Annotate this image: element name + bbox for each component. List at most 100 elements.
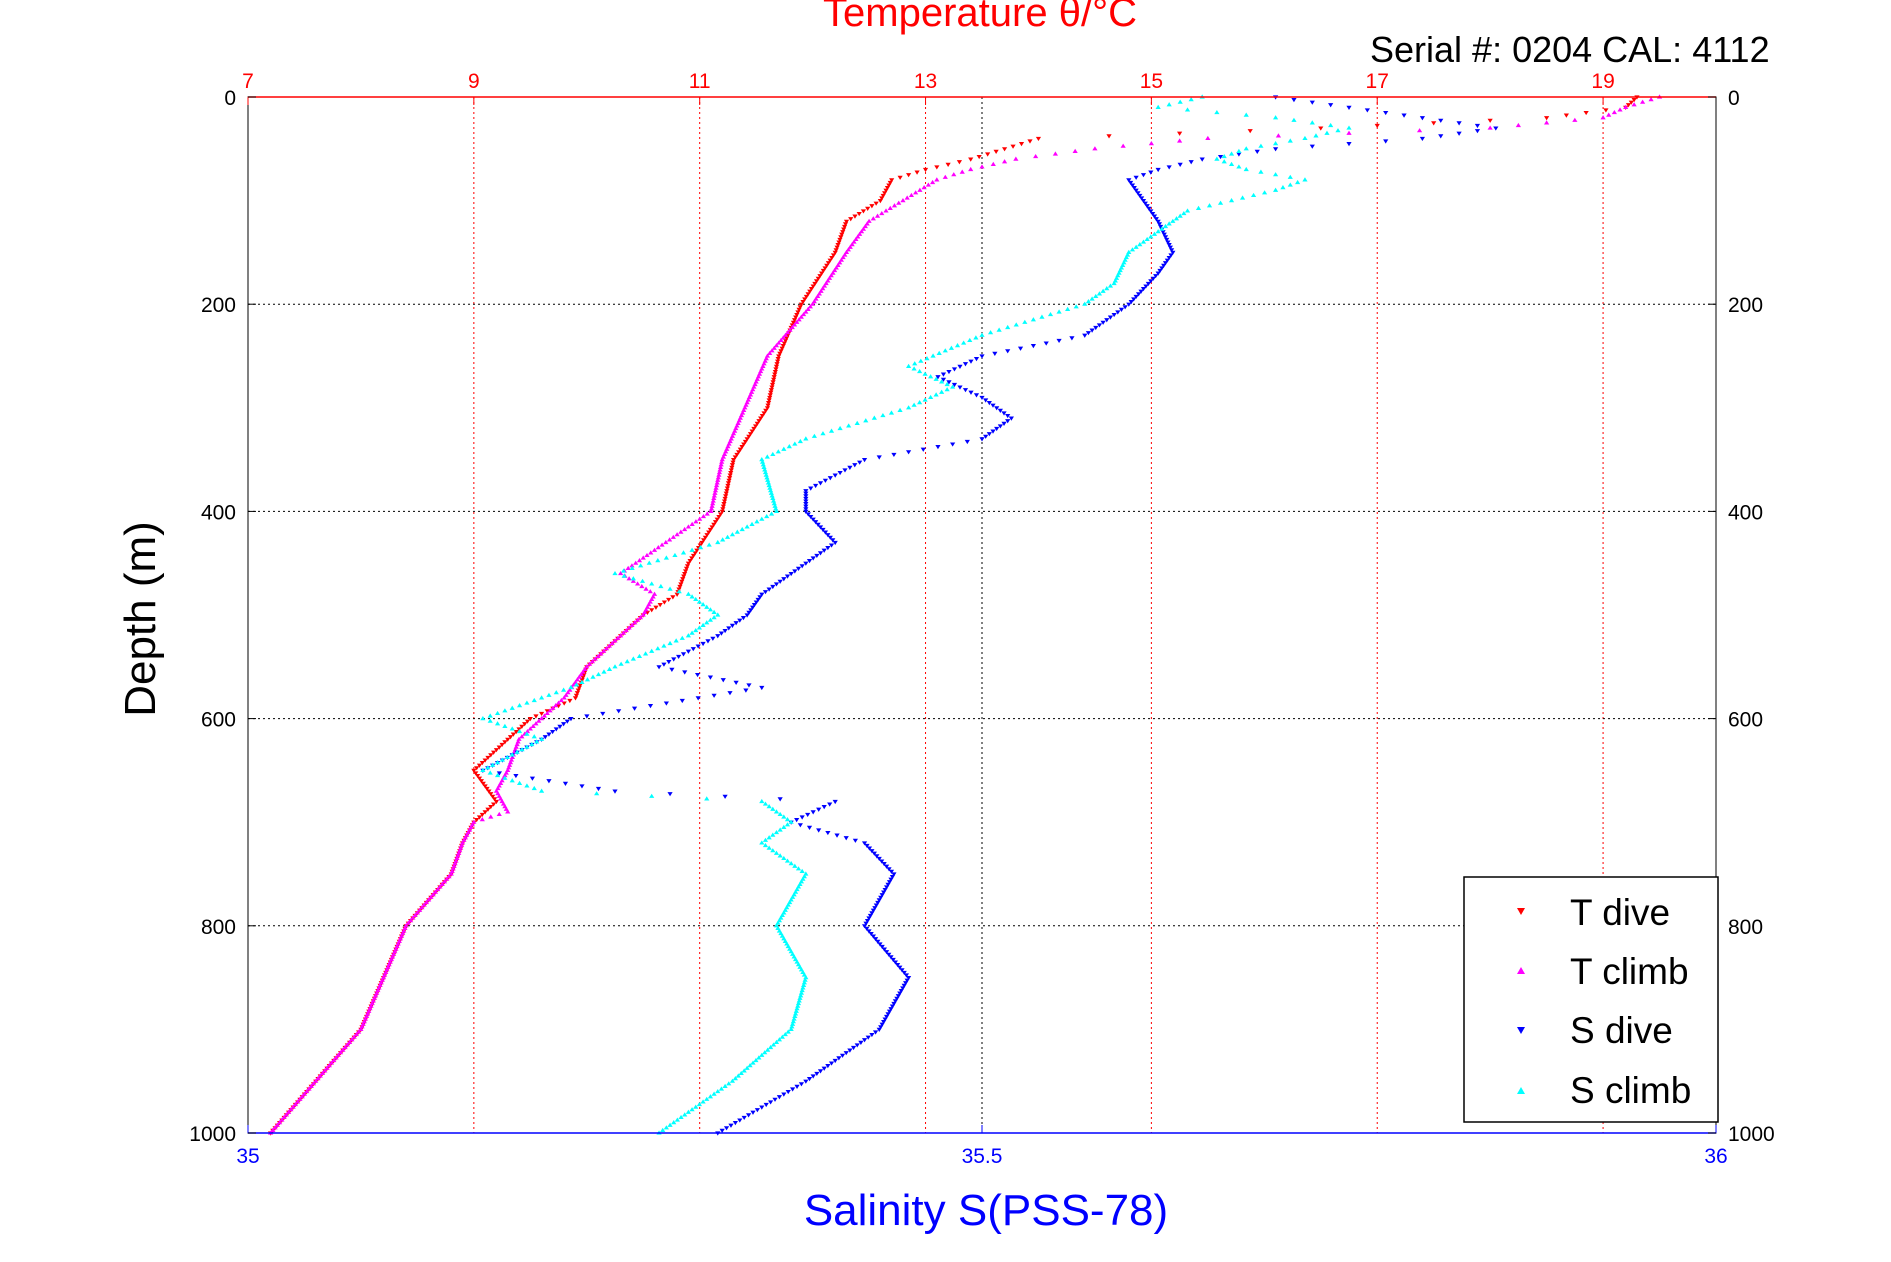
data-point bbox=[615, 635, 621, 640]
data-point bbox=[704, 1096, 710, 1101]
data-point bbox=[454, 855, 460, 861]
data-point bbox=[790, 1021, 796, 1026]
data-point bbox=[837, 470, 843, 476]
data-point bbox=[935, 375, 941, 380]
data-point bbox=[842, 468, 848, 473]
data-point bbox=[717, 512, 724, 517]
data-point bbox=[1138, 289, 1144, 294]
data-point bbox=[851, 239, 857, 244]
data-point bbox=[720, 678, 726, 683]
data-point bbox=[985, 152, 991, 157]
data-point bbox=[883, 1014, 890, 1020]
data-point bbox=[1544, 120, 1550, 125]
data-point bbox=[1144, 204, 1150, 209]
data-point bbox=[749, 429, 755, 434]
data-point bbox=[751, 603, 758, 608]
data-point bbox=[719, 457, 725, 462]
data-point bbox=[322, 1068, 328, 1073]
data-point bbox=[1118, 307, 1125, 312]
data-point bbox=[660, 1127, 666, 1133]
data-point bbox=[661, 643, 667, 648]
data-point bbox=[873, 201, 879, 206]
data-point bbox=[711, 1091, 717, 1096]
data-point bbox=[1214, 156, 1220, 161]
data-point bbox=[349, 1037, 355, 1042]
data-point bbox=[747, 432, 754, 437]
data-point bbox=[1166, 221, 1172, 226]
data-point bbox=[1030, 344, 1036, 349]
data-point bbox=[584, 664, 590, 669]
data-point bbox=[940, 377, 947, 382]
data-point bbox=[1056, 338, 1062, 344]
data-point bbox=[502, 775, 508, 780]
temp-tick-label: 7 bbox=[242, 70, 254, 93]
data-point bbox=[342, 1044, 348, 1050]
data-point bbox=[732, 1121, 738, 1126]
data-point bbox=[715, 1088, 721, 1094]
data-point bbox=[550, 705, 556, 710]
data-point bbox=[758, 416, 764, 421]
data-point bbox=[1128, 180, 1134, 186]
data-point bbox=[439, 881, 445, 886]
data-point bbox=[867, 913, 874, 919]
data-point bbox=[946, 380, 952, 385]
data-point bbox=[869, 1032, 875, 1038]
data-point bbox=[598, 651, 604, 656]
data-point bbox=[1247, 129, 1253, 134]
data-point bbox=[725, 483, 731, 489]
data-point bbox=[651, 547, 658, 552]
data-point bbox=[773, 506, 779, 511]
data-point bbox=[565, 690, 571, 695]
data-point bbox=[457, 848, 463, 853]
data-point bbox=[722, 1083, 728, 1088]
data-point bbox=[795, 310, 801, 315]
data-point bbox=[917, 187, 923, 192]
data-point bbox=[1515, 122, 1521, 128]
data-point bbox=[644, 610, 651, 616]
data-point bbox=[491, 750, 497, 755]
data-point bbox=[1487, 125, 1493, 130]
data-point bbox=[761, 464, 767, 469]
data-point bbox=[906, 450, 912, 455]
data-point bbox=[825, 546, 831, 551]
data-point bbox=[1184, 107, 1191, 112]
data-point bbox=[1631, 97, 1637, 103]
data-point bbox=[843, 836, 849, 841]
data-point bbox=[954, 343, 961, 348]
data-point bbox=[1131, 297, 1137, 302]
data-point bbox=[849, 242, 855, 247]
data-point bbox=[769, 382, 776, 388]
data-point bbox=[843, 1051, 849, 1056]
data-point bbox=[1177, 99, 1183, 104]
data-point bbox=[1128, 300, 1134, 305]
data-point bbox=[979, 164, 985, 169]
data-point bbox=[1027, 139, 1033, 144]
data-point bbox=[1346, 125, 1352, 130]
data-point bbox=[766, 587, 772, 592]
data-point bbox=[898, 988, 904, 994]
data-point bbox=[633, 560, 639, 565]
data-point bbox=[722, 628, 728, 634]
data-point bbox=[759, 459, 766, 464]
data-point bbox=[430, 892, 436, 897]
data-point bbox=[709, 503, 715, 508]
data-point bbox=[1374, 123, 1380, 129]
data-point bbox=[768, 388, 774, 393]
data-point bbox=[513, 744, 519, 749]
data-point bbox=[885, 882, 891, 887]
data-point bbox=[509, 726, 515, 731]
data-point bbox=[782, 1031, 788, 1037]
data-point bbox=[828, 1061, 835, 1066]
data-point bbox=[946, 369, 952, 375]
data-point bbox=[987, 330, 994, 335]
data-point bbox=[1166, 243, 1172, 248]
data-point bbox=[763, 1102, 769, 1108]
data-point bbox=[785, 1089, 791, 1095]
data-point bbox=[519, 724, 525, 729]
data-point bbox=[524, 731, 530, 736]
depth-tick-label-left: 400 bbox=[201, 501, 236, 524]
data-point bbox=[788, 861, 794, 866]
temp-tick-label: 9 bbox=[468, 70, 480, 93]
data-point bbox=[864, 926, 870, 931]
data-point bbox=[707, 607, 714, 612]
